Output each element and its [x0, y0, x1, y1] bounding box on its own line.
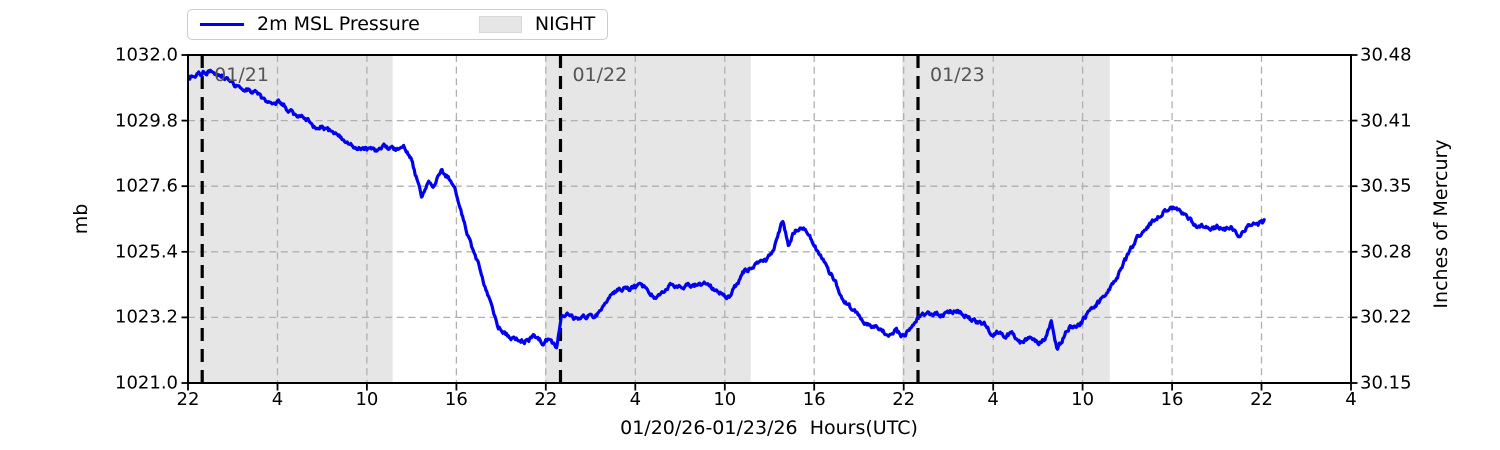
x-tick-label: 4 [629, 389, 642, 410]
legend-night-label: NIGHT [534, 13, 596, 35]
left-axis-label: mb [70, 203, 92, 235]
y-tick-label-left: 1025.4 [115, 241, 178, 263]
pressure-line-swatch [200, 22, 244, 27]
x-tick-label: 16 [1160, 389, 1184, 410]
x-tick-label: 4 [1345, 389, 1357, 410]
legend: 2m MSL Pressure NIGHT [187, 9, 609, 40]
x-tick-label: 22 [176, 389, 200, 410]
pressure-line [188, 68, 1266, 351]
y-tick-label-left: 1032.0 [115, 44, 178, 66]
x-axis-label: 01/20/26-01/23/26 Hours(UTC) [620, 417, 918, 439]
night-patch-swatch [478, 16, 522, 33]
y-tick-label-right: 30.22 [1360, 306, 1412, 328]
right-axis-label: Inches of Mercury [1430, 139, 1452, 309]
y-tick-label-left: 1029.8 [115, 110, 178, 132]
x-tick-label: 10 [1071, 389, 1095, 410]
y-tick-label-right: 30.15 [1360, 372, 1412, 394]
legend-series-label: 2m MSL Pressure [257, 13, 420, 35]
x-tick-label: 10 [355, 389, 379, 410]
x-tick-label: 22 [1250, 389, 1273, 410]
x-tick-label: 10 [713, 389, 737, 410]
x-tick-label: 4 [987, 389, 999, 410]
y-tick-label-right: 30.28 [1360, 241, 1412, 263]
day-annotation: 01/23 [930, 64, 985, 86]
y-tick-label-right: 30.48 [1360, 44, 1412, 66]
y-tick-label-left: 1021.0 [115, 372, 178, 394]
x-tick-label: 22 [892, 389, 916, 410]
plot-border [187, 54, 1352, 384]
y-tick-label-left: 1023.2 [115, 306, 178, 328]
y-tick-label-right: 30.35 [1360, 175, 1412, 197]
x-tick-label: 4 [271, 389, 284, 410]
night-band [188, 55, 393, 383]
day-annotation: 01/21 [214, 64, 269, 86]
y-tick-label-right: 30.41 [1360, 110, 1412, 132]
x-tick-label: 16 [444, 389, 468, 410]
y-tick-label-left: 1027.6 [115, 175, 178, 197]
day-annotation: 01/22 [572, 64, 628, 86]
x-tick-label: 16 [802, 389, 826, 410]
night-band [545, 55, 751, 383]
x-tick-label: 22 [534, 389, 558, 410]
